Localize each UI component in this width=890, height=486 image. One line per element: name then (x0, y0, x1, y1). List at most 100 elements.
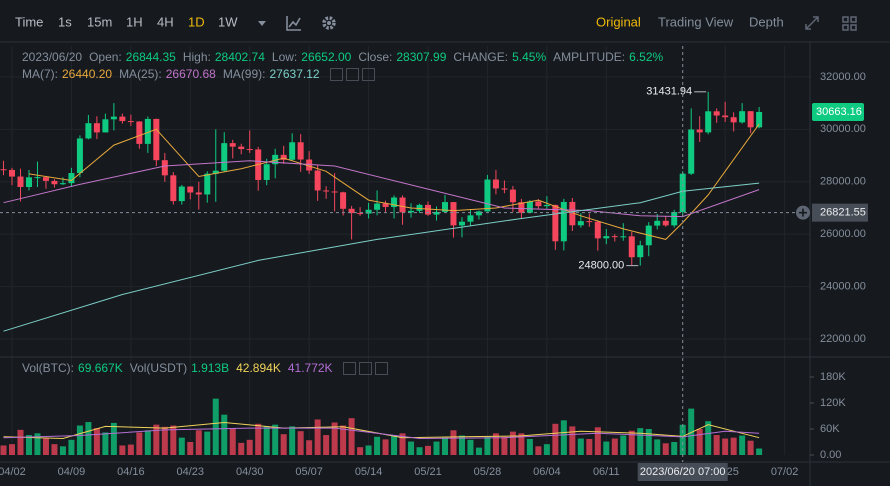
legend-value: 5.45% (512, 50, 547, 64)
candle-body (85, 123, 92, 139)
ohlc-legend: 2023/06/20 Open: 26844.35 High: 28402.74 Low:… (22, 50, 670, 64)
candle-body (25, 177, 32, 188)
ma-name: MA(99): (222, 67, 266, 81)
volume-bar (671, 441, 678, 455)
volume-tick-label: 0.00 (820, 449, 841, 461)
grid (0, 46, 810, 455)
candle-body (484, 179, 491, 212)
candle-body (153, 118, 160, 161)
crosshair-price-box (812, 203, 868, 222)
add-alert-icon (799, 208, 807, 217)
settings-icon[interactable] (322, 16, 336, 30)
candle-body (391, 197, 398, 208)
x-tick-label: 05/28 (474, 466, 502, 478)
y-tick-label: 32000.00 (820, 71, 866, 83)
candle-body (450, 202, 457, 226)
y-tick-label: 26000.00 (820, 228, 866, 240)
dropdown-arrow[interactable] (258, 21, 266, 26)
candle-body (76, 138, 83, 174)
low-label: 24800.00 (578, 260, 624, 272)
legend-value: 28402.74 (214, 50, 265, 64)
candle-body (543, 204, 550, 207)
legend-control-icon[interactable] (342, 362, 356, 376)
volume-bar (187, 441, 194, 455)
volume-value: 1.913B (191, 361, 230, 375)
volume-bar (76, 425, 83, 455)
ma-line (3, 160, 760, 218)
legend-value: 6.52% (629, 50, 664, 64)
interval-button[interactable]: 1s (58, 14, 72, 29)
x-tick-label: 05/14 (355, 466, 383, 478)
volume-bar (569, 426, 576, 455)
volume-bar (577, 438, 584, 455)
candle-body (594, 221, 601, 239)
volume-bar (416, 447, 423, 455)
volume-bar (628, 430, 635, 455)
y-tick-label: 30000.00 (820, 123, 866, 135)
interval-button[interactable]: Time (15, 14, 43, 29)
legend-control-icon[interactable] (374, 362, 388, 376)
volume-bar (467, 439, 474, 455)
view-tab[interactable]: Trading View (658, 14, 734, 29)
volume-bar (475, 447, 482, 455)
volume-bar (34, 433, 41, 455)
legend-control-icon[interactable] (358, 362, 372, 376)
volume-bar (93, 428, 100, 455)
layout-icon[interactable] (842, 16, 857, 31)
volume-bar (425, 445, 432, 455)
volume-bar (51, 444, 58, 455)
volume-bar (161, 426, 168, 455)
volume-bar (535, 446, 542, 455)
last-price: 30663.16 (816, 106, 862, 118)
volume-bar (433, 441, 440, 455)
volume-bar (552, 423, 559, 455)
interval-button[interactable]: 1W (218, 14, 238, 29)
interval-button[interactable]: 15m (87, 14, 112, 29)
view-tab[interactable]: Depth (749, 14, 784, 29)
legend-control-icon[interactable] (361, 68, 375, 82)
candle-body (713, 111, 720, 116)
volume-bar (289, 426, 296, 455)
legend-control-icon[interactable] (329, 68, 343, 82)
volume-bar (102, 432, 109, 455)
legend-control-icon[interactable] (345, 68, 359, 82)
volume-tick-label: 180K (820, 371, 846, 383)
volume-bar (441, 437, 448, 455)
volume-bar (458, 435, 465, 455)
volume-bar (526, 438, 533, 455)
volume-bar (560, 420, 567, 455)
indicator-icon[interactable] (286, 16, 301, 31)
candle-body (586, 221, 593, 223)
volume-bar (153, 424, 160, 455)
volume-bar (594, 427, 601, 455)
volume-bar (408, 441, 415, 455)
candle-body (195, 192, 202, 195)
legend-value: 28307.99 (396, 50, 447, 64)
legend-label: Open: (89, 50, 122, 64)
volume-bar (492, 433, 499, 455)
interval-button[interactable]: 1D (188, 14, 205, 29)
volume-bar (611, 438, 618, 455)
volume-bar (739, 435, 746, 455)
candle-body (9, 169, 15, 177)
expand-icon[interactable] (805, 16, 819, 30)
interval-button[interactable]: 1H (126, 14, 143, 29)
volume-bar (484, 436, 491, 455)
candle-body (238, 146, 245, 150)
volume-bar (68, 439, 75, 455)
candle-body (509, 189, 516, 203)
legend-label: Low: (271, 50, 298, 64)
volume-tick-label: 60K (820, 423, 840, 435)
candle-body (552, 204, 559, 242)
candle-body (577, 221, 584, 226)
interval-button[interactable]: 4H (157, 14, 174, 29)
view-tab[interactable]: Original (596, 14, 641, 29)
volume-bar (263, 426, 270, 455)
volume-bar (42, 438, 49, 455)
x-tick-label: 04/09 (58, 466, 86, 478)
ma-legend: MA(7): 26440.20 MA(25): 26670.68 MA(99): 2763… (22, 67, 375, 82)
candle-body (272, 154, 279, 165)
volume-bar (586, 438, 593, 455)
volume-bar (221, 414, 228, 455)
volume-ma-value: 41.772K (287, 361, 333, 375)
